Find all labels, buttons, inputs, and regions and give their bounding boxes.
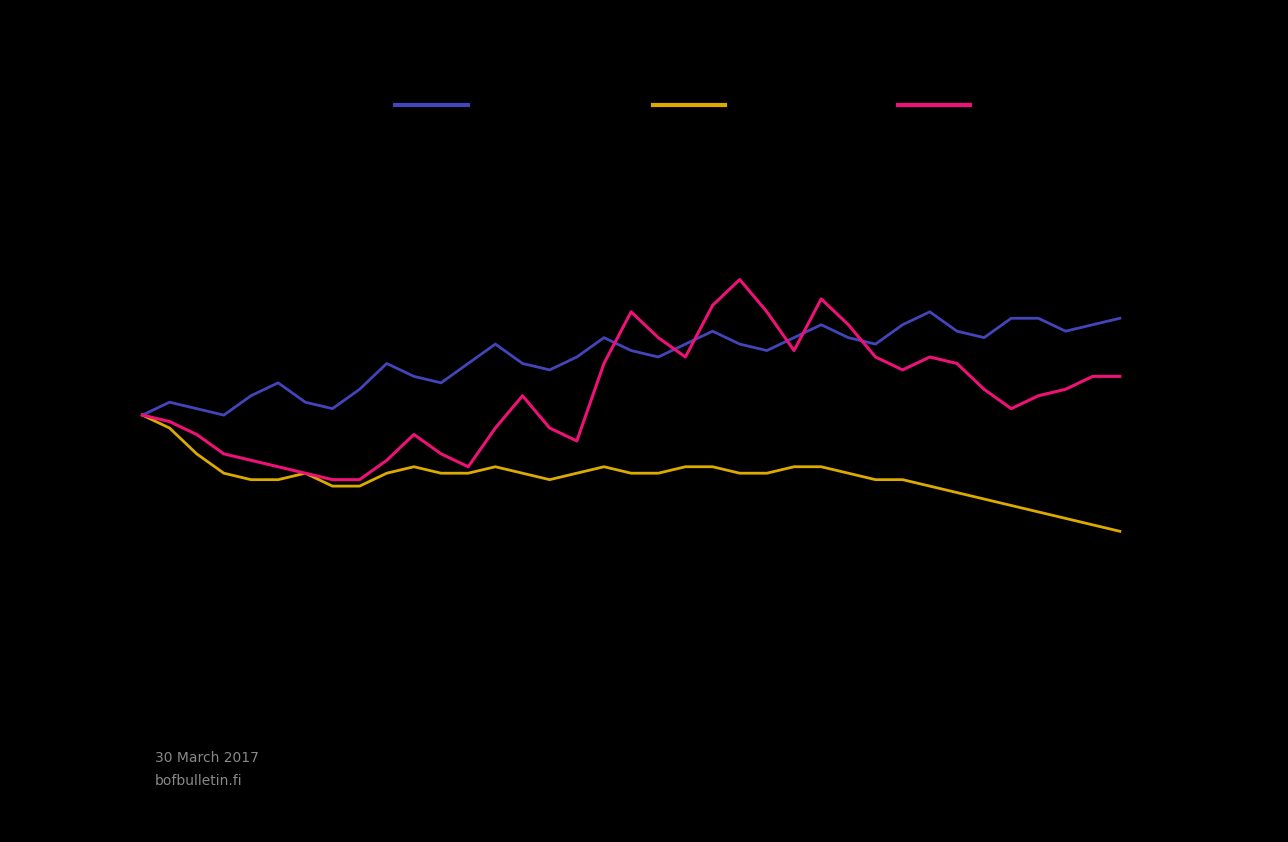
Text: bofbulletin.fi: bofbulletin.fi: [155, 774, 242, 788]
Text: 30 March 2017: 30 March 2017: [155, 751, 259, 765]
